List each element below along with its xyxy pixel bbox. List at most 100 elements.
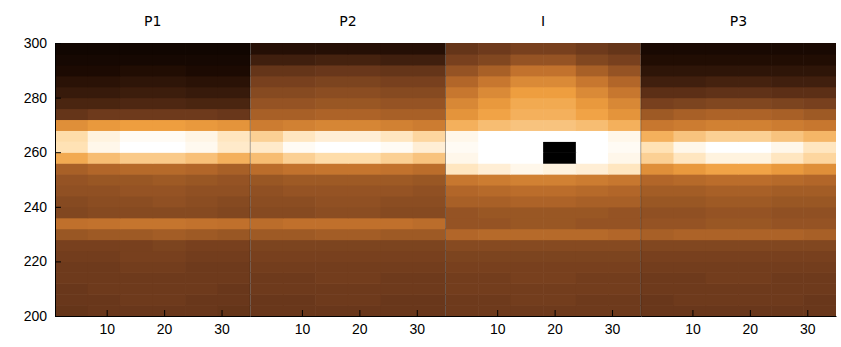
heat-cell — [641, 87, 674, 99]
heat-cell — [576, 43, 609, 55]
heat-cell — [153, 130, 186, 142]
heat-cell — [120, 261, 153, 273]
heat-cell — [283, 283, 316, 295]
y-tick-label: 240 — [24, 199, 48, 215]
panel-cells — [55, 43, 250, 316]
heat-cell — [706, 305, 739, 316]
heat-cell — [510, 130, 543, 142]
heat-cell — [55, 130, 88, 142]
heat-cell — [153, 163, 186, 175]
heat-cell — [283, 43, 316, 55]
heat-cell — [315, 294, 348, 306]
heat-cell — [446, 185, 479, 197]
heat-cell — [413, 141, 446, 153]
heat-cell — [218, 76, 251, 88]
heat-cell — [381, 272, 414, 284]
heat-cell — [315, 240, 348, 252]
heat-cell — [510, 185, 543, 197]
heat-cell — [413, 174, 446, 186]
heat-cell — [673, 43, 706, 55]
heat-cell — [185, 130, 218, 142]
heat-cell — [641, 305, 674, 316]
heat-cell — [153, 229, 186, 241]
heat-cell — [185, 294, 218, 306]
heat-cell — [771, 294, 804, 306]
heat-cell — [478, 43, 511, 55]
heat-cell — [413, 54, 446, 66]
heat-cell — [706, 207, 739, 219]
heat-cell — [478, 196, 511, 208]
heat-cell — [446, 54, 479, 66]
heat-cell — [478, 272, 511, 284]
heat-cell — [120, 98, 153, 110]
heat-cell — [315, 207, 348, 219]
heat-cell — [706, 65, 739, 77]
heat-cell — [315, 272, 348, 284]
heat-cell — [153, 43, 186, 55]
heat-cell — [478, 119, 511, 131]
heat-cell — [446, 218, 479, 230]
heat-cell — [738, 218, 771, 230]
heat-cell — [803, 130, 836, 142]
heat-cell — [55, 261, 88, 273]
heat-cell — [88, 196, 121, 208]
heat-cell — [771, 130, 804, 142]
heat-cell — [771, 261, 804, 273]
x-tick-mark — [555, 310, 556, 316]
heat-cell — [641, 261, 674, 273]
heat-cell — [120, 152, 153, 164]
y-tick-mark — [55, 98, 61, 99]
heat-cell — [803, 141, 836, 153]
heat-cell — [250, 185, 283, 197]
heat-cell — [55, 43, 88, 55]
heat-cell — [803, 65, 836, 77]
heat-cell — [413, 98, 446, 110]
heat-cell — [348, 294, 381, 306]
heat-cell — [315, 250, 348, 262]
heat-cell — [543, 163, 576, 175]
x-axis: 102030 — [251, 310, 446, 337]
heat-cell — [576, 207, 609, 219]
heat-cell — [478, 207, 511, 219]
heat-cell — [478, 294, 511, 306]
heat-cell — [510, 294, 543, 306]
y-tick-mark — [55, 316, 61, 317]
x-axis-line — [251, 316, 446, 317]
heat-cell — [413, 65, 446, 77]
heat-cell — [120, 76, 153, 88]
y-axis: 200220240260280300 — [24, 35, 61, 324]
heat-cell — [218, 207, 251, 219]
heat-cell — [185, 240, 218, 252]
heat-cell — [510, 196, 543, 208]
heat-cell — [706, 250, 739, 262]
heat-cell — [153, 240, 186, 252]
heat-cell — [706, 141, 739, 153]
panel-title: I — [541, 13, 545, 29]
heat-cell — [88, 185, 121, 197]
heat-cell — [706, 54, 739, 66]
heat-cell — [510, 119, 543, 131]
heat-cell — [348, 272, 381, 284]
heat-cell — [510, 163, 543, 175]
heat-cell — [641, 163, 674, 175]
heat-cell — [478, 65, 511, 77]
heat-cell — [576, 185, 609, 197]
heat-cell — [738, 152, 771, 164]
heat-cell — [315, 65, 348, 77]
heat-cell — [315, 54, 348, 66]
heat-cell — [413, 240, 446, 252]
heat-cell — [315, 109, 348, 121]
x-tick: 30 — [409, 310, 425, 337]
heat-cell — [120, 305, 153, 316]
heat-cell — [218, 54, 251, 66]
heat-cell — [55, 174, 88, 186]
panel-title: P2 — [339, 13, 356, 29]
heat-cell — [185, 196, 218, 208]
heat-cell — [315, 130, 348, 142]
heat-cell — [413, 196, 446, 208]
heat-cell — [641, 229, 674, 241]
heat-cell — [218, 272, 251, 284]
heat-cell — [348, 305, 381, 316]
heat-cell — [510, 229, 543, 241]
heat-cell — [543, 207, 576, 219]
